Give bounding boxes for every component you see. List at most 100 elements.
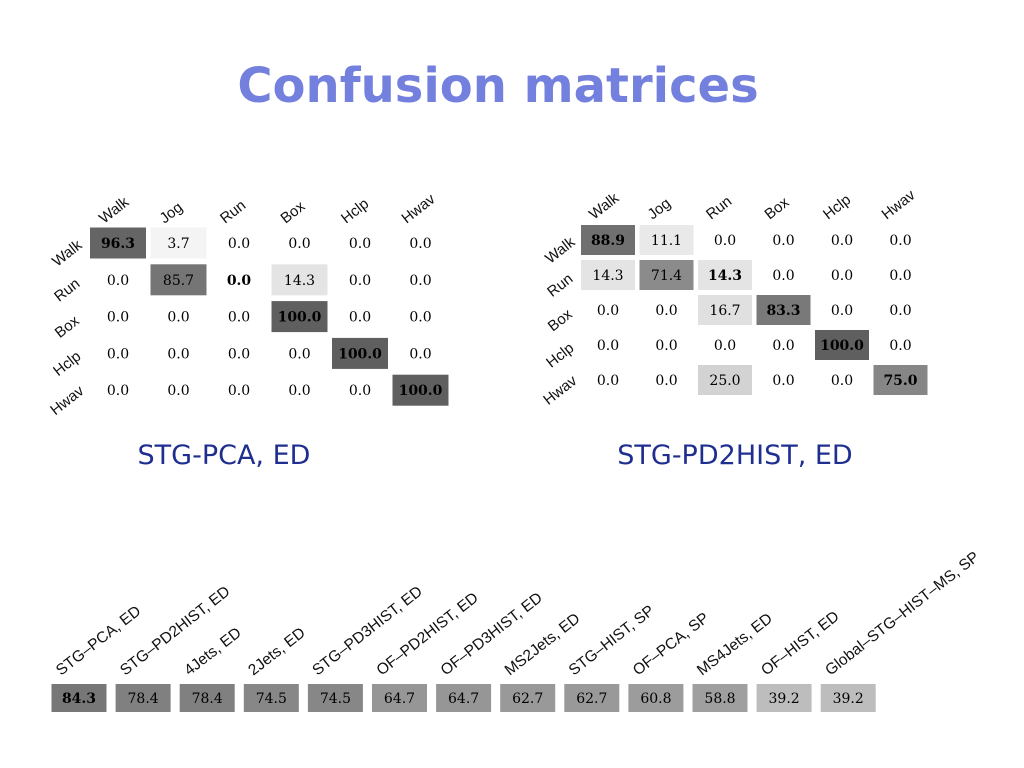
matrix-cell-value: 3.7 <box>167 236 189 252</box>
matrix-cell-value: 0.0 <box>228 310 250 326</box>
matrix-cell-value: 0.0 <box>227 273 252 289</box>
row-label: Walk <box>49 236 86 270</box>
matrix-cell-value: 14.3 <box>592 268 623 284</box>
matrix-cell-value: 0.0 <box>831 373 853 389</box>
matrix-cell-value: 0.0 <box>288 383 310 399</box>
ranking-value: 78.4 <box>128 691 159 707</box>
matrix-cell-value: 0.0 <box>714 233 736 249</box>
ranking-value: 84.3 <box>62 691 96 707</box>
matrix-cell-value: 11.1 <box>651 233 682 249</box>
row-label: Box <box>52 312 83 342</box>
matrix-cell <box>815 330 869 360</box>
matrix-cell-value: 0.0 <box>349 236 371 252</box>
row-label: Walk <box>542 233 579 267</box>
ranking-cell <box>179 684 235 712</box>
ranking-cell <box>756 684 812 712</box>
matrix-cell-value: 0.0 <box>714 338 736 354</box>
col-label: Hwav <box>398 190 438 227</box>
matrix-cell <box>756 295 811 325</box>
matrix-cell-value: 0.0 <box>409 346 431 362</box>
matrix-cell-value: 85.7 <box>163 273 194 289</box>
matrix-cell-value: 0.0 <box>831 303 853 319</box>
matrix-cell-value: 0.0 <box>655 338 677 354</box>
col-label: Run <box>703 193 735 223</box>
matrix-cell-value: 0.0 <box>409 273 431 289</box>
matrix-cell-value: 0.0 <box>655 373 677 389</box>
matrix-cell-value: 100.0 <box>399 383 443 399</box>
col-label: Jog <box>644 195 674 223</box>
matrix-cell-value: 0.0 <box>597 338 619 354</box>
ranking-cell <box>51 684 107 712</box>
matrix-cell-value: 0.0 <box>349 273 371 289</box>
row-label: Box <box>545 305 576 335</box>
matrix-cell-value: 75.0 <box>883 373 917 389</box>
matrix-cell-value: 0.0 <box>167 310 189 326</box>
ranking-value: 64.7 <box>384 691 415 707</box>
matrix-cell-value: 0.0 <box>597 373 619 389</box>
col-label: Box <box>277 198 308 228</box>
col-label: Jog <box>156 199 186 227</box>
matrix-cell <box>332 337 388 369</box>
matrix-cell-value: 100.0 <box>278 310 322 326</box>
matrix-cell <box>581 260 635 290</box>
matrix-cell-value: 0.0 <box>288 236 310 252</box>
matrix-cell-value: 71.4 <box>651 268 682 284</box>
ranking-value: 58.8 <box>704 691 735 707</box>
matrix-2-caption: STG-PD2HIST, ED <box>617 440 853 471</box>
row-label: Hwav <box>540 372 580 409</box>
ranking-value: 78.4 <box>192 691 223 707</box>
col-label: Hwav <box>878 186 918 223</box>
row-label: Run <box>51 275 83 305</box>
ranking-cell <box>692 684 748 712</box>
matrix-cell-value: 0.0 <box>107 383 129 399</box>
ranking-label: Global–STG–HIST–MS, SP <box>822 549 982 680</box>
matrix-cell-value: 0.0 <box>889 233 911 249</box>
matrix-cell-value: 0.0 <box>107 310 129 326</box>
ranking-label: STG–PD3HIST, ED <box>309 583 425 679</box>
row-label: Hclp <box>543 340 577 372</box>
matrix-cell-value: 0.0 <box>167 383 189 399</box>
matrix-cell-value: 14.3 <box>284 273 315 289</box>
ranking-label: STG–PD2HIST, ED <box>117 583 233 679</box>
matrix-cell <box>873 365 928 395</box>
col-label: Walk <box>96 193 133 227</box>
matrix-cell-value: 0.0 <box>349 383 371 399</box>
row-label: Run <box>544 270 576 300</box>
matrix-1-caption: STG-PCA, ED <box>137 440 311 471</box>
matrix-cell <box>150 227 207 259</box>
confusion-matrix-stg-pd2hist: Walk Jog Run Box Hclp HwavWalkRunBoxHclpHwav8… <box>540 186 928 409</box>
matrix-cell-value: 0.0 <box>228 346 250 362</box>
matrix-cell <box>698 260 752 290</box>
matrix-cell-value: 0.0 <box>772 233 794 249</box>
matrix-cell <box>271 301 328 333</box>
ranking-value: 62.7 <box>512 691 543 707</box>
ranking-label: 4Jets, ED <box>181 624 244 679</box>
matrix-cell-value: 0.0 <box>107 273 129 289</box>
matrix-cell-value: 0.0 <box>889 338 911 354</box>
matrix-cell-value: 0.0 <box>889 303 911 319</box>
matrix-cell-value: 100.0 <box>338 346 382 362</box>
ranking-cell <box>628 684 684 712</box>
matrix-cell <box>639 225 694 255</box>
matrix-cell-value: 0.0 <box>349 310 371 326</box>
matrix-cell-value: 0.0 <box>655 303 677 319</box>
matrix-cell-value: 96.3 <box>101 236 135 252</box>
matrix-cell-value: 0.0 <box>228 236 250 252</box>
matrix-cell <box>581 225 635 255</box>
matrix-cell-value: 0.0 <box>889 268 911 284</box>
matrix-cell-value: 0.0 <box>772 373 794 389</box>
ranking-cell <box>243 684 299 712</box>
matrix-cell-value: 83.3 <box>766 303 800 319</box>
matrix-cell-value: 0.0 <box>167 346 189 362</box>
matrix-cell-value: 0.0 <box>288 346 310 362</box>
slide-title: Confusion matrices <box>237 58 759 114</box>
matrix-cell <box>698 365 752 395</box>
matrix-cell <box>271 264 328 296</box>
matrix-cell-value: 14.3 <box>708 268 742 284</box>
ranking-value: 39.2 <box>769 691 800 707</box>
matrix-cell-value: 0.0 <box>597 303 619 319</box>
ranking-value: 62.7 <box>576 691 607 707</box>
col-label: Hclp <box>338 195 372 227</box>
row-label: Hwav <box>47 382 87 419</box>
